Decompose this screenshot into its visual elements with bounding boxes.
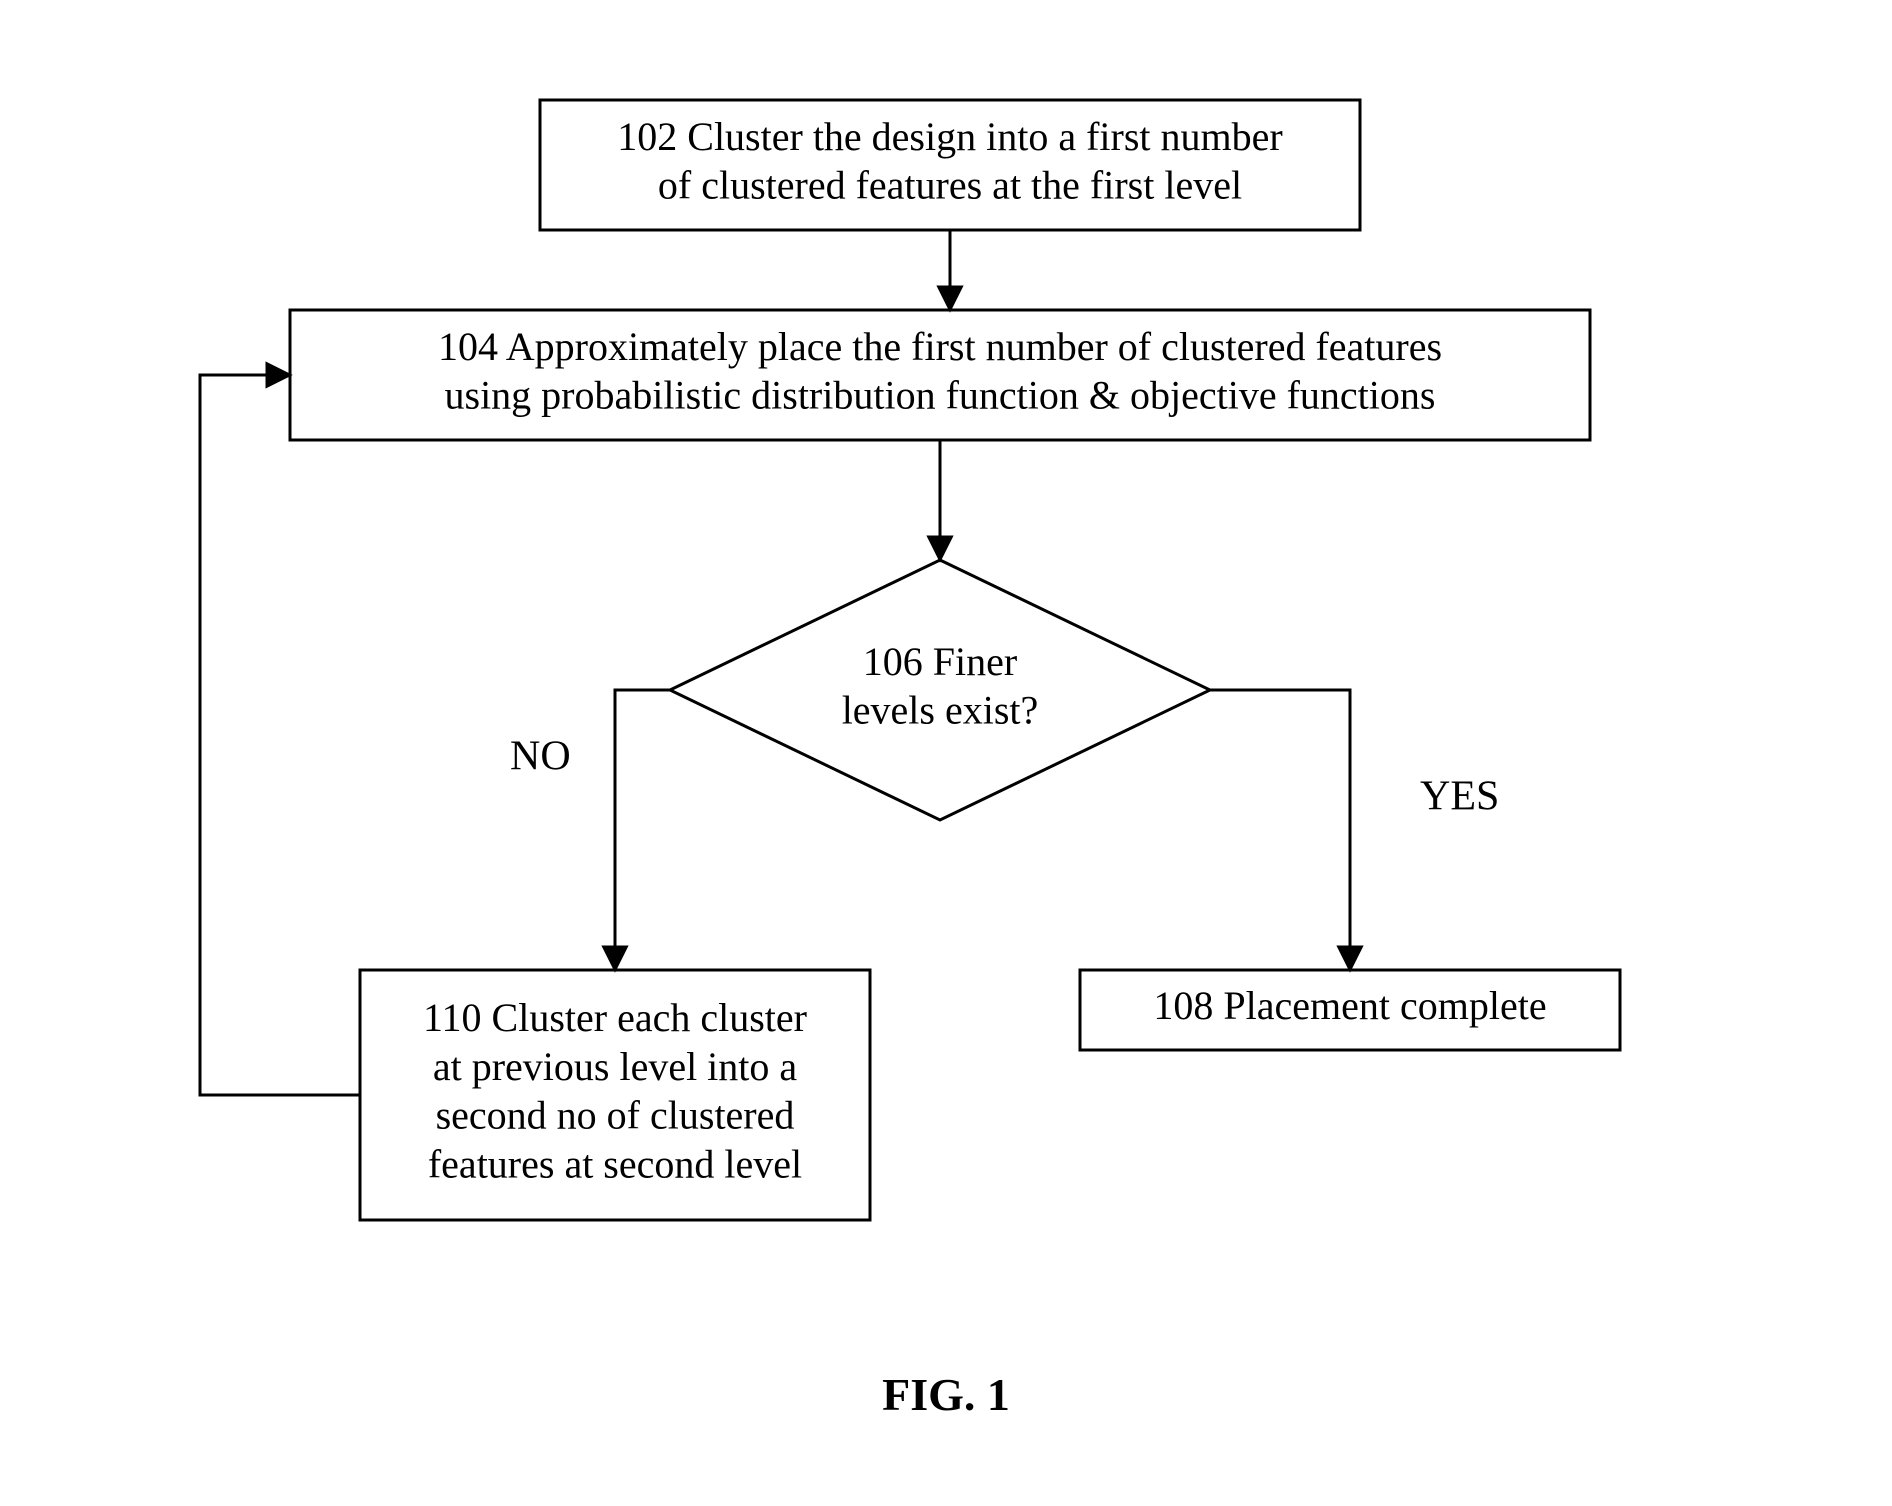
svg-text:using probabilistic distributi: using probabilistic distribution functio… [445,373,1436,418]
figure-caption: FIG. 1 [882,1369,1010,1420]
svg-text:of clustered features at the f: of clustered features at the first level [658,163,1242,208]
svg-text:104 Approximately place the f: 104 Approximately place the first number… [438,324,1442,369]
svg-text:106 Finer: 106 Finer [863,639,1017,684]
svg-text:levels exist?: levels exist? [842,688,1039,733]
svg-text:features at second level: features at second level [428,1141,802,1186]
e110-104 [200,375,360,1095]
n106: 106 Finerlevels exist? [670,560,1210,820]
svg-text:second no of clustered: second no of clustered [436,1093,795,1138]
svg-text:110 Cluster each cluster: 110 Cluster each cluster [423,995,807,1040]
e106-108-label: YES [1420,774,1499,820]
e106-110 [615,690,670,970]
n110: 110 Cluster each clusterat previous leve… [360,970,870,1220]
svg-text:108 Placement complete: 108 Placement complete [1153,983,1546,1028]
e106-108 [1210,690,1350,970]
svg-text:102 Cluster the design into a: 102 Cluster the design into a first numb… [617,114,1282,159]
svg-text:at previous level into a: at previous level into a [433,1044,798,1089]
n102: 102 Cluster the design into a first numb… [540,100,1360,230]
n104: 104 Approximately place the first number… [290,310,1590,440]
e106-110-label: NO [510,734,571,780]
n108: 108 Placement complete [1080,970,1620,1050]
